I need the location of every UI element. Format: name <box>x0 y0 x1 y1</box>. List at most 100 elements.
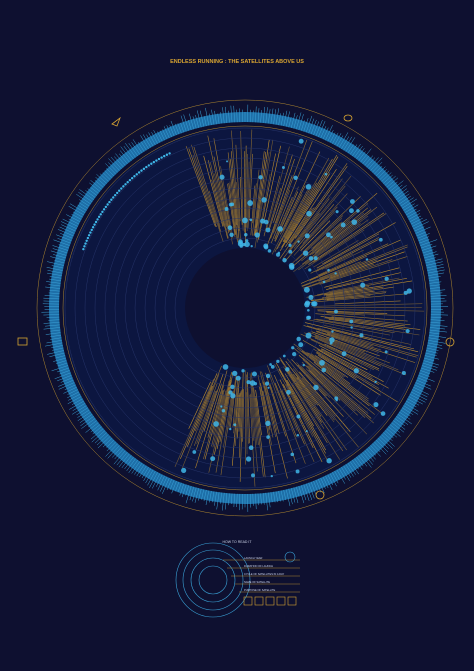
band-tick <box>147 470 156 486</box>
ray <box>302 196 361 253</box>
band-tick <box>104 170 113 179</box>
band-tick <box>255 493 257 510</box>
band-tick <box>90 424 101 433</box>
ray <box>207 160 228 239</box>
band-tick <box>140 141 147 151</box>
band-tick <box>87 188 97 196</box>
band-tick <box>429 329 447 333</box>
band-tick <box>68 205 85 216</box>
ray <box>325 286 395 297</box>
satellite-dot <box>222 364 229 370</box>
ray <box>249 373 258 472</box>
satellite-dot <box>384 276 389 281</box>
satellite-dot <box>128 178 132 182</box>
satellite-dot <box>296 336 301 342</box>
band-tick <box>283 489 287 501</box>
band-tick <box>318 121 326 138</box>
icon-planet <box>343 114 353 122</box>
ray <box>323 280 413 296</box>
ray <box>227 152 239 243</box>
band-tick <box>51 265 64 269</box>
band-tick <box>43 314 60 316</box>
band-tick <box>85 422 99 433</box>
band-tick <box>47 350 64 355</box>
band-tick <box>90 186 99 194</box>
band-tick <box>428 340 446 344</box>
band-tick <box>379 436 393 449</box>
band-tick <box>377 437 389 449</box>
ray <box>223 391 233 448</box>
band-tick <box>116 451 128 466</box>
band-tick <box>169 479 175 490</box>
band-tick <box>113 450 126 465</box>
ray <box>203 155 224 227</box>
band-tick <box>308 482 315 499</box>
band-tick <box>233 493 235 508</box>
band-tick <box>427 345 443 349</box>
band-tick <box>386 177 399 188</box>
ray <box>317 310 388 314</box>
ray <box>269 384 297 464</box>
satellite-dot <box>308 294 314 300</box>
satellite-dot <box>90 228 93 232</box>
band-tick <box>427 342 443 346</box>
satellite-dot <box>137 171 141 174</box>
band-tick <box>177 123 182 134</box>
satellite-dot <box>230 384 235 390</box>
band-tick <box>125 143 136 158</box>
satellite-dot <box>353 368 359 374</box>
band-tick <box>132 139 143 154</box>
satellite-dot <box>302 250 309 256</box>
band-tick <box>358 455 368 467</box>
band-tick <box>64 384 76 390</box>
band-tick <box>420 239 438 246</box>
ray <box>326 312 365 316</box>
band-tick <box>358 151 366 161</box>
ray <box>191 144 224 242</box>
ray <box>299 371 351 432</box>
band-tick <box>408 396 423 405</box>
ray <box>240 176 243 225</box>
ray <box>316 318 420 336</box>
band-tick <box>51 345 63 348</box>
satellite-dot <box>157 157 161 161</box>
band-tick <box>46 267 63 271</box>
legend-icon <box>254 596 264 606</box>
band-tick <box>421 245 437 251</box>
ray <box>262 390 274 438</box>
band-tick <box>189 113 194 130</box>
ray <box>311 303 423 307</box>
satellite-dot <box>160 156 163 159</box>
band-tick <box>322 127 329 140</box>
satellite-dot <box>312 301 318 307</box>
band-tick <box>68 218 80 225</box>
band-tick <box>52 347 64 351</box>
ray <box>285 173 330 243</box>
band-tick <box>412 389 428 398</box>
satellite-dot <box>329 337 335 343</box>
satellite-dot <box>245 239 249 243</box>
band-tick <box>58 382 75 390</box>
satellite-dot <box>277 226 283 232</box>
ray <box>293 343 369 400</box>
satellite-dot <box>306 210 312 217</box>
band-tick <box>423 251 437 256</box>
band-tick <box>394 188 407 198</box>
band-tick <box>121 455 132 469</box>
band-tick <box>153 130 161 143</box>
ray <box>211 179 225 227</box>
band-tick <box>69 203 86 213</box>
satellite-dot <box>335 399 338 402</box>
ray <box>273 158 295 223</box>
band-tick <box>57 367 70 373</box>
band-tick <box>429 327 446 330</box>
band-tick <box>189 486 194 501</box>
band-tick <box>59 370 70 375</box>
satellite-dot <box>334 272 337 275</box>
ray <box>274 364 314 437</box>
band-tick <box>430 319 445 321</box>
band-tick <box>325 475 333 491</box>
band-tick <box>278 113 281 126</box>
band-tick <box>416 231 427 237</box>
band-tick <box>270 108 274 124</box>
